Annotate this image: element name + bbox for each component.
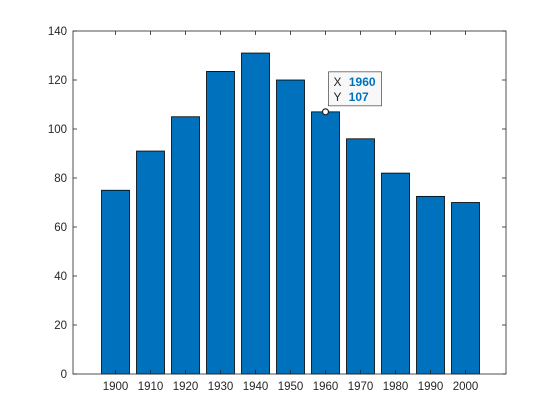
bar-1950[interactable] [276, 79, 305, 375]
x-tick-label: 1920 [173, 381, 199, 393]
y-tick-label: 80 [54, 173, 67, 185]
y-tick-labels: 0 20 40 60 80 100 120 140 [48, 26, 67, 381]
bars-group [101, 52, 480, 375]
datatip-y-label: Y [334, 90, 342, 104]
axes-group [72, 30, 507, 375]
axes-box [72, 30, 507, 375]
y-tick-label: 120 [48, 75, 67, 87]
datatip-box [328, 71, 382, 107]
x-tick-labels: 1900 1910 1920 1930 1940 1950 1960 1970 1980 1990… [103, 381, 479, 393]
bar-1910[interactable] [136, 150, 165, 375]
x-tick-label: 1930 [208, 381, 234, 393]
x-tick-label: 1950 [278, 381, 304, 393]
bar-1940[interactable] [241, 52, 270, 375]
bar-1900[interactable] [101, 189, 130, 375]
y-tick-label: 0 [61, 369, 67, 381]
x-tick-label: 1910 [138, 381, 164, 393]
bar-1980[interactable] [381, 172, 410, 375]
datatip-y-value: 107 [349, 90, 369, 104]
datatip-x-value: 1960 [349, 75, 376, 89]
x-tick-label: 1900 [103, 381, 129, 393]
datatip-marker[interactable] [321, 108, 330, 116]
datatip[interactable]: X 1960 Y 107 [321, 71, 382, 116]
x-tick-label: 1980 [383, 381, 409, 393]
x-tick-label: 1960 [313, 381, 339, 393]
x-tick-label: 1940 [243, 381, 269, 393]
datatip-x-row: X 1960 [334, 75, 376, 89]
datatip-y-row: Y 107 [334, 90, 369, 104]
y-tick-label: 100 [48, 124, 67, 136]
bar-1990[interactable] [416, 195, 445, 375]
bar-1970[interactable] [346, 138, 375, 375]
datatip-x-label: X [334, 75, 342, 89]
y-tick-label: 140 [48, 26, 67, 38]
y-tick-label: 20 [54, 320, 67, 332]
y-tick-label: 40 [54, 271, 67, 283]
bar-1920[interactable] [171, 116, 200, 375]
x-tick-label: 1970 [348, 381, 374, 393]
bar-1930[interactable] [206, 71, 235, 375]
x-tick-label: 2000 [453, 381, 479, 393]
bar-1960[interactable] [311, 111, 340, 375]
bar-2000[interactable] [451, 202, 480, 375]
x-tick-label: 1990 [418, 381, 444, 393]
y-tick-label: 60 [54, 222, 67, 234]
